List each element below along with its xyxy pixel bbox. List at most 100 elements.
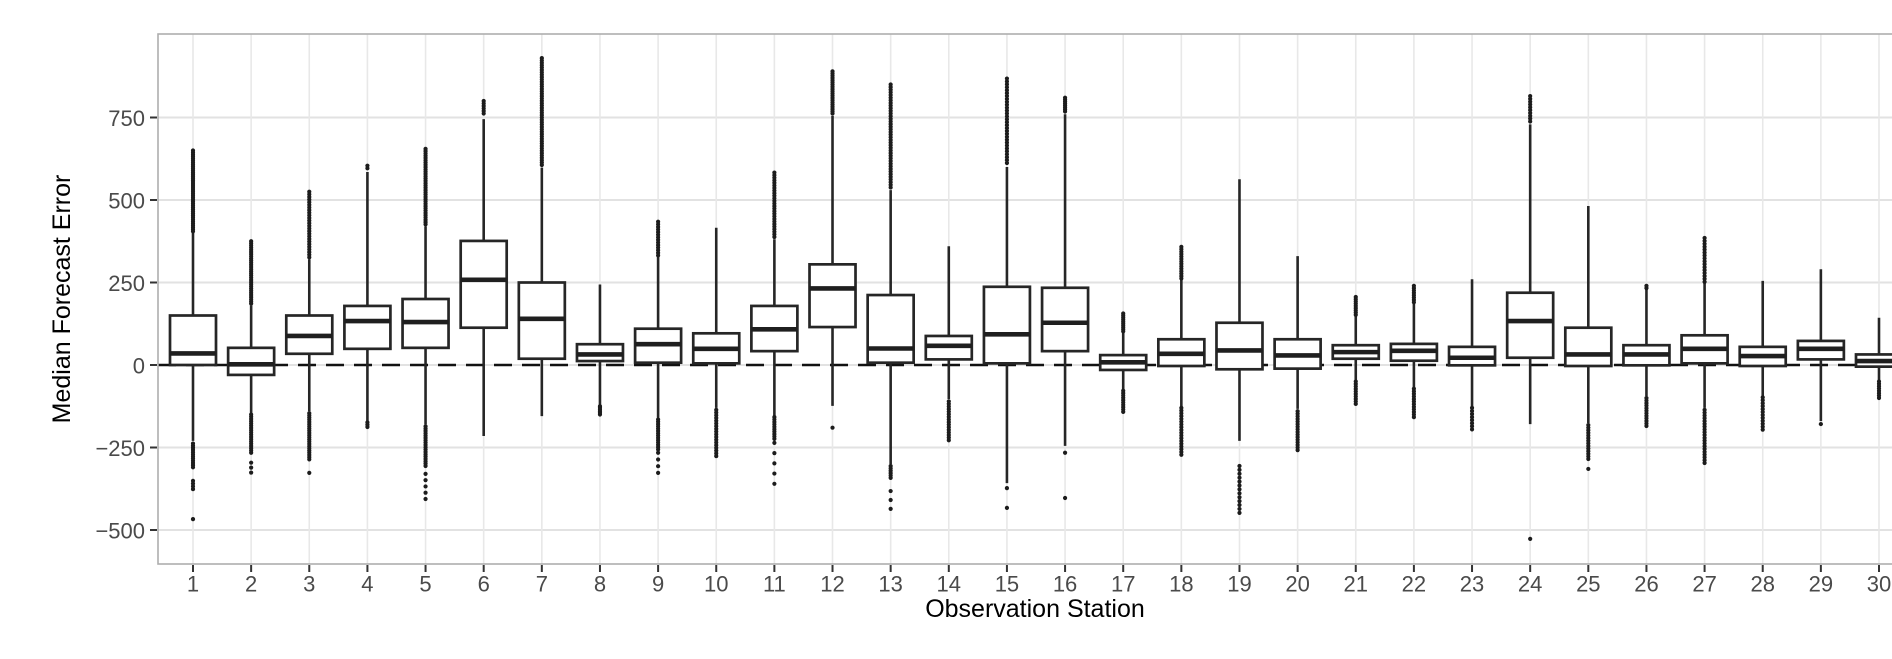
outlier-dot [1237, 471, 1242, 476]
outlier-dot [772, 415, 777, 420]
outlier-dot [888, 82, 893, 87]
x-tick-label: 2 [245, 572, 257, 597]
outlier-dot [1004, 485, 1010, 491]
box-station-2 [226, 346, 276, 377]
outlier-dot [365, 163, 370, 168]
outlier-dot [656, 450, 661, 455]
outlier-dot [1760, 424, 1765, 429]
outlier-dot [1876, 379, 1882, 384]
y-tick-label: 500 [108, 189, 145, 214]
outlier-dot [1237, 506, 1242, 512]
outlier-dot [423, 471, 428, 476]
outlier-dot [1237, 479, 1242, 484]
outlier-dot [190, 478, 196, 483]
x-tick-label: 6 [478, 572, 490, 597]
outlier-dot [249, 239, 254, 244]
outlier-dot [423, 496, 428, 502]
box-station-4 [343, 304, 392, 351]
outlier-dot [423, 424, 428, 429]
boxplot-figure: 750 500 250 0 −250 −500 1 2 3 4 5 6 7 8 9 10 11 12 13 14 15 1… [40, 16, 1892, 643]
outlier-dot [1760, 415, 1765, 421]
outlier-dot [772, 461, 777, 466]
outlier-dot [772, 471, 777, 476]
outlier-dot [1004, 143, 1010, 148]
x-tick-label: 12 [820, 572, 844, 597]
outlier-dot [1644, 395, 1649, 401]
outlier-dot [1004, 79, 1010, 84]
outlier-dot [656, 457, 661, 462]
x-tick-label: 19 [1227, 572, 1251, 597]
x-tick-label: 9 [652, 572, 664, 597]
y-tick-label: 250 [108, 271, 145, 296]
outlier-dot [1237, 499, 1242, 504]
y-axis-title: Median Forecast Error [48, 175, 76, 424]
outlier-dot [190, 148, 196, 153]
x-tick-label: 26 [1634, 572, 1658, 597]
outlier-dot [830, 425, 835, 430]
outlier-dot [1644, 283, 1649, 288]
outlier-dot [1004, 117, 1010, 122]
outlier-dot [1237, 463, 1242, 469]
outlier-dot [1062, 495, 1068, 501]
outlier-dot [1179, 405, 1184, 410]
outlier-dot [1702, 262, 1707, 267]
outlier-dot [1702, 276, 1707, 282]
box-station-24 [1505, 291, 1555, 360]
outlier-dot [1004, 137, 1010, 142]
outlier-dot [656, 470, 661, 476]
outlier-dot [1702, 253, 1707, 258]
outlier-dot [1586, 422, 1591, 428]
outlier-dot [1528, 93, 1533, 99]
box-station-6 [459, 239, 509, 330]
x-tick-label: 5 [419, 572, 431, 597]
outlier-dot [888, 497, 893, 503]
outlier-dot [1702, 270, 1707, 276]
outlier-dot [1004, 125, 1010, 131]
outlier-dot [1702, 265, 1707, 270]
outlier-dot [249, 470, 254, 475]
outlier-dot [1760, 421, 1765, 426]
x-axis-title: Observation Station [925, 595, 1145, 623]
outlier-dot [1237, 502, 1242, 508]
y-tick-label: −500 [95, 519, 145, 544]
outlier-dot [1702, 256, 1707, 261]
outlier-dot [1469, 427, 1475, 432]
outlier-dot [1353, 379, 1358, 384]
outlier-dot [597, 404, 603, 409]
box-station-13 [866, 293, 916, 365]
x-tick-label: 25 [1576, 572, 1600, 597]
outlier-dot [1004, 102, 1010, 107]
outlier-dot [1702, 279, 1707, 284]
outlier-dot [1353, 294, 1358, 300]
outlier-dot [1004, 160, 1010, 166]
outlier-dot [307, 411, 312, 416]
outlier-dot [1702, 268, 1707, 273]
outlier-dot [1237, 510, 1242, 515]
outlier-dot [249, 460, 254, 465]
outlier-dot [539, 56, 544, 61]
outlier-dot [1237, 487, 1242, 492]
outlier-dot [1004, 134, 1010, 139]
outlier-dot [307, 470, 312, 476]
x-tick-label: 13 [878, 572, 902, 597]
y-tick-label: 750 [108, 106, 145, 131]
outlier-dot [423, 146, 428, 151]
outlier-dot [423, 484, 428, 489]
outlier-dot [772, 440, 777, 445]
x-tick-label: 18 [1169, 572, 1193, 597]
outlier-dot [1760, 412, 1765, 418]
outlier-dot [1121, 311, 1126, 316]
outlier-dot [1004, 152, 1010, 157]
outlier-dot [423, 478, 428, 483]
outlier-dot [1004, 88, 1010, 93]
outlier-dot [1702, 244, 1707, 249]
outlier-dot [249, 465, 254, 470]
outlier-dot [656, 417, 661, 422]
outlier-dot [1004, 105, 1010, 110]
outlier-dot [1760, 418, 1765, 423]
outlier-dot [1411, 386, 1416, 391]
outlier-dot [249, 412, 254, 417]
outlier-dot [1469, 411, 1475, 417]
